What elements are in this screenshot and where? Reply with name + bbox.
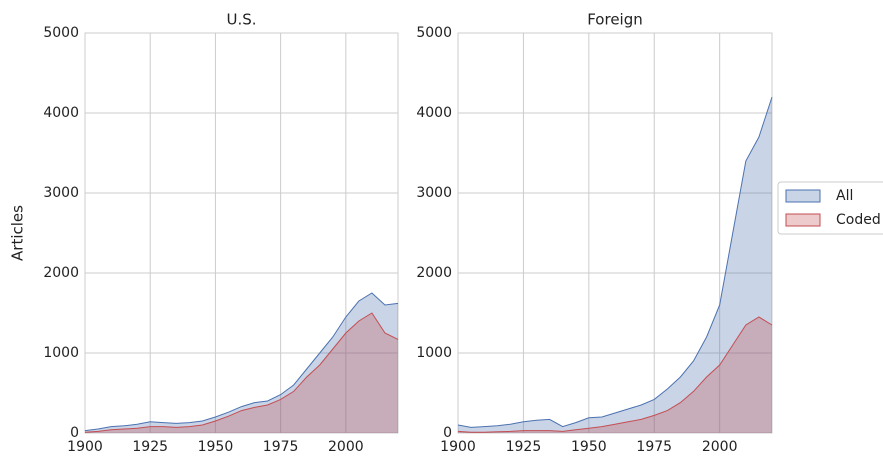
y-tick-label: 2000 xyxy=(43,265,79,281)
area-line xyxy=(457,96,773,428)
legend-swatch xyxy=(785,213,821,227)
y-tick-label: 0 xyxy=(443,425,452,441)
y-tick-label: 3000 xyxy=(416,185,452,201)
area-line xyxy=(84,292,399,432)
x-tick-label: 1950 xyxy=(198,439,234,455)
legend-label: Coded xyxy=(836,212,881,228)
legend-swatch xyxy=(785,189,821,203)
y-tick-label: 1000 xyxy=(43,345,79,361)
panel-title: Foreign xyxy=(587,11,643,29)
area xyxy=(458,97,772,433)
x-tick-label: 2000 xyxy=(702,439,738,455)
y-tick-label: 1000 xyxy=(416,345,452,361)
x-tick-label: 1975 xyxy=(263,439,299,455)
legend-frame xyxy=(777,181,883,235)
y-tick-label: 0 xyxy=(70,425,79,441)
area-line xyxy=(457,316,773,433)
y-tick-label: 2000 xyxy=(416,265,452,281)
legend-label: All xyxy=(836,188,853,204)
y-tick-label: 5000 xyxy=(43,25,79,41)
panel-title: U.S. xyxy=(226,11,256,29)
area xyxy=(85,313,398,433)
x-tick-label: 1925 xyxy=(132,439,168,455)
y-tick-label: 3000 xyxy=(43,185,79,201)
y-tick-label: 4000 xyxy=(416,105,452,121)
x-tick-label: 1950 xyxy=(571,439,607,455)
y-tick-label: 5000 xyxy=(416,25,452,41)
y-axis-label: Articles xyxy=(9,205,27,261)
area xyxy=(85,293,398,433)
x-tick-label: 2000 xyxy=(328,439,364,455)
y-tick-label: 4000 xyxy=(43,105,79,121)
x-tick-label: 1925 xyxy=(506,439,542,455)
plot-frame xyxy=(457,32,773,434)
area-line xyxy=(84,312,399,433)
x-tick-label: 1900 xyxy=(440,439,476,455)
x-tick-label: 1900 xyxy=(67,439,103,455)
area xyxy=(458,317,772,433)
x-tick-label: 1975 xyxy=(636,439,672,455)
legend: All Coded xyxy=(777,181,883,235)
plot-frame xyxy=(84,32,399,434)
